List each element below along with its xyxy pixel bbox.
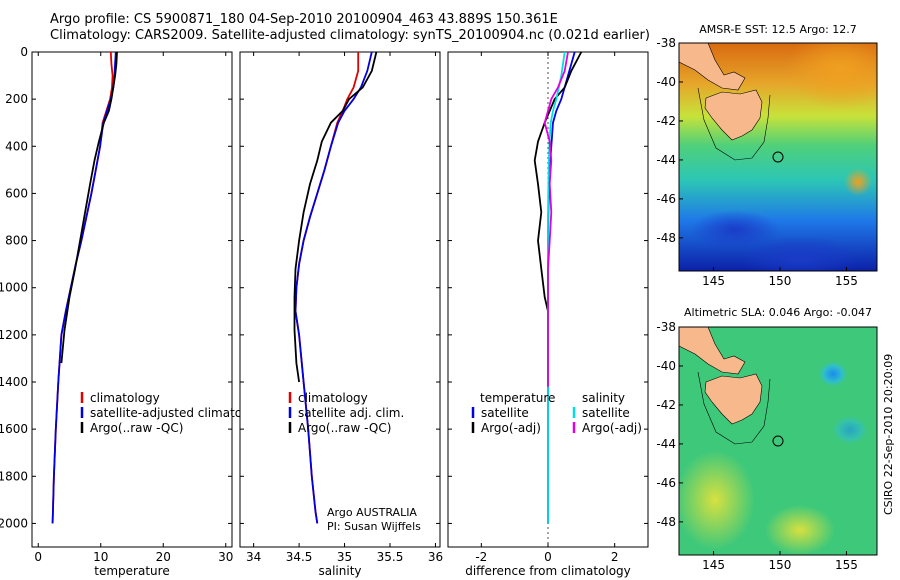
y-tick-label: 600: [5, 186, 28, 200]
argo-programme-annotation: PI: Susan Wijffels: [327, 520, 421, 533]
x-tick-label: 20: [156, 550, 171, 564]
argo-programme-annotation: Argo AUSTRALIA: [327, 506, 417, 519]
x-axis-label: temperature: [94, 564, 169, 578]
map-y-tick-label: -48: [656, 231, 676, 245]
panel-frame: [31, 51, 233, 548]
sst-map-frame: [678, 42, 878, 272]
map-y-tick-label: -42: [656, 398, 676, 412]
shelf-contour: [697, 87, 771, 161]
panel-frame: [239, 51, 441, 548]
map-y-tick-label: -40: [656, 359, 676, 373]
y-tick-label: 1000: [0, 281, 28, 295]
map-x-tick-label: 150: [769, 274, 792, 288]
series-line-salinity-argo-adj-: [543, 51, 569, 387]
sla-map-title: Altimetric SLA: 0.046 Argo: -0.047: [684, 306, 872, 319]
figure-title-line-1: Argo profile: CS 5900871_180 04-Sep-2010…: [50, 12, 558, 27]
panel-salinity: 34 34.5 35 35.5 36 salinity climatologysatelli…: [239, 51, 443, 578]
x-tick-label: 0: [544, 550, 552, 564]
legend-title-temperature: temperature: [480, 391, 555, 405]
map-y-tick-label: -38: [656, 36, 676, 50]
legend-label: climatology: [298, 391, 368, 405]
sla-low-eddy: [817, 360, 849, 388]
sla-high-region: [679, 450, 755, 550]
x-tick-label: 34.5: [286, 550, 313, 564]
series-line-temperature-argo-adj-: [533, 51, 583, 312]
map-y-tick-label: -48: [656, 515, 676, 529]
legend-title-salinity: salinity: [582, 391, 625, 405]
mainland-australia: [679, 327, 746, 375]
x-tick-label: 35.5: [377, 550, 404, 564]
y-tick-label: 1400: [0, 375, 28, 389]
sla-low-region: [830, 414, 870, 446]
sst-map-ticks: 145 150 155 -38 -40 -42 -44 -46 -48: [656, 36, 857, 288]
legend-label: satellite: [582, 406, 630, 420]
map-y-tick-label: -46: [656, 192, 676, 206]
shelf-contour: [697, 371, 771, 445]
sla-map-frame: [678, 326, 878, 556]
y-tick-label: 200: [5, 92, 28, 106]
mainland-australia: [679, 43, 746, 91]
map-x-tick-label: 155: [835, 274, 858, 288]
y-tick-label: 1800: [0, 469, 28, 483]
y-tick-label: 0: [20, 45, 28, 59]
series-line-argo-raw-qc-: [60, 51, 118, 364]
legend-label: Argo(-adj): [481, 421, 541, 435]
map-y-tick-label: -44: [656, 153, 676, 167]
figure-title-line-2: Climatology: CARS2009. Satellite-adjuste…: [50, 28, 650, 43]
tasmania: [704, 373, 763, 425]
y-tick-label: 800: [5, 234, 28, 248]
legend-label: Argo(-adj): [582, 421, 642, 435]
sst-map-title: AMSR-E SST: 12.5 Argo: 12.7: [699, 23, 857, 36]
legend-label: satellite-adjusted climatology: [90, 406, 268, 420]
legend-label: Argo(..raw -QC): [90, 421, 183, 435]
sst-cold-region-west: [690, 210, 780, 250]
map-x-tick-label: 155: [835, 558, 858, 572]
credit-timestamp: CSIRO 22-Sep-2010 20:20:09: [882, 353, 895, 515]
legend-label: climatology: [90, 391, 160, 405]
panel-temperature: 0 10 20 30 0 200 400 600 800 1000 1200 1400 1600 1800…: [0, 45, 268, 578]
tasmania: [704, 89, 763, 141]
legend-label: satellite: [481, 406, 529, 420]
map-y-tick-label: -44: [656, 437, 676, 451]
sla-map-ticks: 145 150 155 -38 -40 -42 -44 -46 -48: [656, 320, 857, 572]
x-tick-label: 36: [428, 550, 443, 564]
series-line-satellite-adj-clim-: [294, 51, 373, 524]
y-tick-label: 1200: [0, 328, 28, 342]
x-tick-label: 2: [611, 550, 619, 564]
sst-map: AMSR-E SST: 12.5 Argo: 12.7 145 150 155 -38…: [656, 23, 878, 288]
map-x-tick-label: 145: [702, 558, 725, 572]
sst-warm-eddy: [844, 168, 872, 196]
map-x-tick-label: 145: [702, 274, 725, 288]
sla-high-region-south: [765, 505, 835, 555]
map-y-tick-label: -42: [656, 114, 676, 128]
argo-float-marker: [772, 435, 784, 447]
x-tick-label: 34: [246, 550, 261, 564]
x-tick-label: 0: [34, 550, 42, 564]
x-tick-label: 35: [337, 550, 352, 564]
series-line-argo-raw-qc-: [293, 51, 378, 383]
sst-warm-region: [785, 43, 877, 110]
x-tick-label: 10: [93, 550, 108, 564]
x-axis-label: difference from climatology: [465, 564, 631, 578]
y-tick-label: 400: [5, 139, 28, 153]
x-tick-label: -2: [475, 550, 487, 564]
argo-float-marker: [772, 151, 784, 163]
x-axis-label: salinity: [318, 564, 361, 578]
legend-label: Argo(..raw -QC): [298, 421, 391, 435]
map-y-tick-label: -40: [656, 75, 676, 89]
map-y-tick-label: -46: [656, 476, 676, 490]
y-tick-label: 2000: [0, 516, 28, 530]
series-line-salinity-satellite: [547, 51, 566, 524]
sst-cold-region: [740, 236, 860, 271]
x-tick-label: 30: [218, 550, 233, 564]
y-tick-label: 1600: [0, 422, 28, 436]
profile-panels: 0 10 20 30020040060080010001200140016001800…: [0, 45, 649, 578]
legend-label: satellite adj. clim.: [298, 406, 404, 420]
map-x-tick-label: 150: [769, 558, 792, 572]
sla-map: Altimetric SLA: 0.046 Argo: -0.047 145 15…: [656, 306, 878, 572]
map-y-tick-label: -38: [656, 320, 676, 334]
